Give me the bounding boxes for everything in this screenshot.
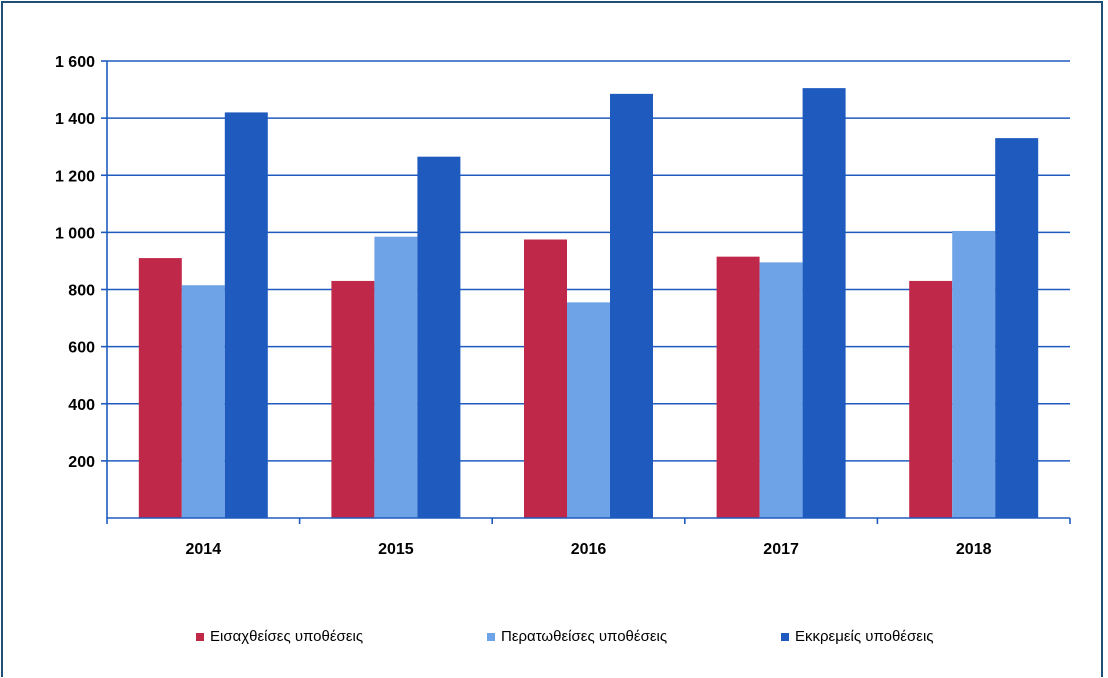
y-tick-label: 1 000 <box>55 225 95 242</box>
legend-label-3: Εκκρεμείς υποθέσεις <box>795 628 934 645</box>
y-tick-label: 1 200 <box>55 168 95 185</box>
legend-swatch-1 <box>196 633 204 641</box>
legend-swatch-3 <box>781 633 789 641</box>
bar-2-2016 <box>567 302 610 518</box>
bar-2-2018 <box>952 230 996 518</box>
y-tick-label: 400 <box>68 397 95 414</box>
axes: 200 400 600 800 1 000 1 200 1 400 1 600 2014 2015… <box>55 54 1071 558</box>
bar-3-2017 <box>802 88 846 519</box>
bar-3-2015 <box>417 156 461 518</box>
legend-swatch-2 <box>487 633 495 641</box>
bar-3-2016 <box>610 93 653 519</box>
bar-2-2015 <box>374 236 418 519</box>
bar-1-2018 <box>909 280 953 518</box>
bar-2-2014 <box>181 285 225 518</box>
bar-1-2017 <box>716 256 760 518</box>
bar-2-2017 <box>759 262 803 518</box>
y-tick-label: 1 400 <box>55 111 95 128</box>
x-tick-label: 2016 <box>571 541 607 558</box>
x-tick-label: 2014 <box>186 541 222 558</box>
x-tick-label: 2017 <box>763 541 799 558</box>
bar-1-2014 <box>138 258 182 518</box>
bar-1-2015 <box>331 280 375 518</box>
y-tick-label: 1 600 <box>55 54 95 71</box>
bar-3-2014 <box>224 112 268 518</box>
y-tick-label: 200 <box>68 454 95 471</box>
bars <box>138 88 1039 519</box>
y-tick-label: 800 <box>68 283 95 300</box>
legend: Εισαχθείσες υποθέσεις Περατωθείσες υποθέσ… <box>196 628 934 645</box>
legend-label-2: Περατωθείσες υποθέσεις <box>501 628 667 645</box>
bar-3-2018 <box>995 138 1039 518</box>
legend-label-1: Εισαχθείσες υποθέσεις <box>210 628 363 645</box>
x-tick-label: 2018 <box>956 541 992 558</box>
x-tick-label: 2015 <box>378 541 414 558</box>
y-tick-label: 600 <box>68 340 95 357</box>
bar-1-2016 <box>524 239 567 518</box>
